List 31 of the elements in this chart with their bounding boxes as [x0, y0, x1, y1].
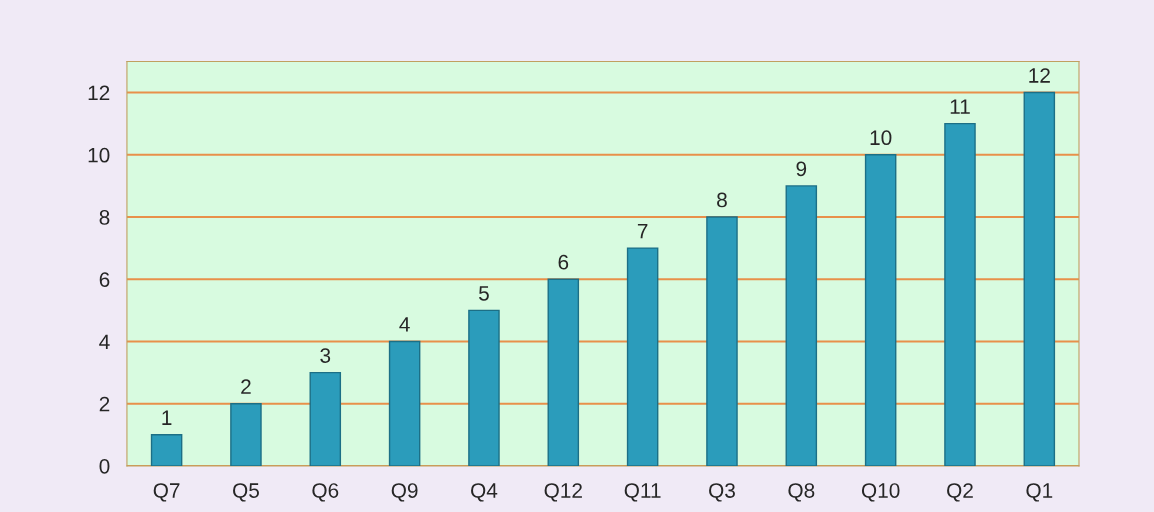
- y-tick-label: 4: [99, 334, 110, 350]
- y-tick-label: 12: [88, 85, 110, 101]
- x-tick-label: Q1: [1026, 483, 1053, 502]
- data-label: 1: [162, 410, 172, 425]
- x-tick-label: Q10: [861, 483, 900, 502]
- y-tick-label: 2: [99, 396, 110, 412]
- x-tick-label: Q3: [709, 483, 735, 502]
- data-label: 4: [399, 317, 410, 332]
- data-label: 2: [241, 379, 251, 394]
- x-tick-label: Q11: [624, 483, 661, 502]
- data-label: 6: [558, 254, 569, 270]
- data-label: 3: [320, 348, 331, 363]
- y-tick-label: 8: [99, 210, 110, 225]
- x-tick-label: Q9: [391, 483, 418, 502]
- data-label: 5: [479, 286, 489, 301]
- x-tick-label: Q8: [788, 483, 815, 502]
- x-tick-label: Q7: [153, 483, 180, 502]
- x-tick-label: Q5: [233, 483, 259, 502]
- x-tick-label: Q4: [471, 483, 498, 502]
- data-label: 10: [870, 130, 892, 146]
- x-tick-label: Q6: [312, 483, 339, 502]
- x-tick-label: Q2: [947, 483, 973, 502]
- data-label: 11: [950, 99, 970, 114]
- data-label: 9: [796, 161, 807, 177]
- data-label: 7: [637, 223, 648, 239]
- y-tick-label: 6: [99, 272, 110, 287]
- data-label: 12: [1029, 68, 1050, 83]
- y-tick-label: 0: [99, 458, 110, 474]
- y-tick-label: 10: [88, 147, 110, 163]
- data-label: 8: [717, 192, 727, 208]
- x-tick-label: Q12: [544, 483, 582, 502]
